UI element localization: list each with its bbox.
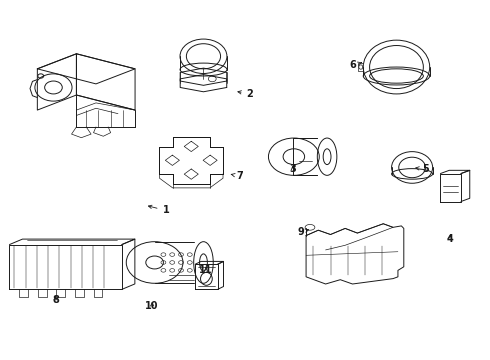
Text: 3: 3: [290, 164, 296, 174]
Text: 4: 4: [447, 234, 454, 244]
Text: 7: 7: [231, 171, 244, 181]
Text: 11: 11: [199, 265, 213, 275]
Text: 5: 5: [416, 164, 429, 174]
Text: 8: 8: [52, 295, 59, 305]
Text: 6: 6: [349, 60, 362, 70]
Text: 9: 9: [297, 227, 309, 237]
Text: 10: 10: [146, 301, 159, 311]
Text: 1: 1: [148, 205, 169, 216]
Text: 2: 2: [238, 89, 253, 99]
